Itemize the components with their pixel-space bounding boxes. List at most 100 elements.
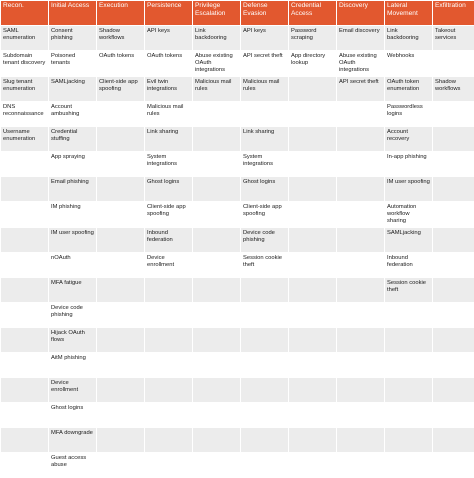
empty-cell <box>97 353 144 377</box>
technique-cell: Device code phishing <box>241 228 288 252</box>
technique-cell: Inbound federation <box>385 253 432 277</box>
empty-cell <box>97 278 144 302</box>
empty-cell <box>193 177 240 201</box>
empty-cell <box>1 403 48 427</box>
empty-cell <box>289 428 336 452</box>
empty-cell <box>145 403 192 427</box>
column-header: Exfiltration <box>433 1 474 25</box>
technique-cell: IM phishing <box>49 202 96 227</box>
empty-cell <box>145 378 192 402</box>
technique-cell: Abuse existing OAuth integrations <box>193 51 240 76</box>
empty-cell <box>97 202 144 227</box>
empty-cell <box>433 353 474 377</box>
empty-cell <box>289 152 336 176</box>
empty-cell <box>241 353 288 377</box>
technique-cell: Evil twin integrations <box>145 77 192 101</box>
empty-cell <box>97 228 144 252</box>
empty-cell <box>241 428 288 452</box>
empty-cell <box>1 428 48 452</box>
technique-cell: Ghost logins <box>49 403 96 427</box>
empty-cell <box>1 228 48 252</box>
technique-cell: Client-side app spoofing <box>241 202 288 227</box>
technique-cell: Username enumeration <box>1 127 48 151</box>
empty-cell <box>337 328 384 352</box>
empty-cell <box>193 378 240 402</box>
technique-cell: Consent phishing <box>49 26 96 50</box>
empty-cell <box>193 228 240 252</box>
empty-cell <box>1 202 48 227</box>
empty-cell <box>97 378 144 402</box>
empty-cell <box>145 353 192 377</box>
empty-cell <box>337 177 384 201</box>
technique-cell: SAML enumeration <box>1 26 48 50</box>
table-row: nOAuth Device enrollment Session cookie th… <box>1 253 474 277</box>
empty-cell <box>337 127 384 151</box>
empty-cell <box>97 453 144 477</box>
table-row: SAML enumeration Consent phishing Shadow w… <box>1 26 474 50</box>
technique-cell: Client-side app spoofing <box>97 77 144 101</box>
technique-cell: Guest access abuse <box>49 453 96 477</box>
empty-cell <box>433 202 474 227</box>
technique-cell: Email phishing <box>49 177 96 201</box>
column-header: Lateral Movement <box>385 1 432 25</box>
empty-cell <box>433 453 474 477</box>
table-row: Slug tenant enumeration SAMLjacking Client… <box>1 77 474 101</box>
empty-cell <box>385 303 432 327</box>
empty-cell <box>241 328 288 352</box>
empty-cell <box>193 453 240 477</box>
empty-cell <box>289 353 336 377</box>
technique-cell: Shadow workflows <box>433 77 474 101</box>
empty-cell <box>433 228 474 252</box>
empty-cell <box>97 127 144 151</box>
empty-cell <box>1 453 48 477</box>
technique-cell: Session cookie theft <box>385 278 432 302</box>
empty-cell <box>1 278 48 302</box>
technique-cell: In-app phishing <box>385 152 432 176</box>
technique-cell: App directory lookup <box>289 51 336 76</box>
empty-cell <box>433 152 474 176</box>
empty-cell <box>289 403 336 427</box>
empty-cell <box>97 328 144 352</box>
empty-cell <box>289 278 336 302</box>
empty-cell <box>241 278 288 302</box>
empty-cell <box>97 152 144 176</box>
empty-cell <box>97 303 144 327</box>
technique-cell: Link backdooring <box>193 26 240 50</box>
technique-cell: Account recovery <box>385 127 432 151</box>
technique-cell: Hijack OAuth flows <box>49 328 96 352</box>
empty-cell <box>97 403 144 427</box>
empty-cell <box>193 278 240 302</box>
header-row: Recon. Initial Access Execution Persistence… <box>1 1 474 25</box>
empty-cell <box>385 403 432 427</box>
empty-cell <box>193 202 240 227</box>
empty-cell <box>145 328 192 352</box>
technique-cell: Malicious mail rules <box>145 102 192 126</box>
empty-cell <box>289 102 336 126</box>
empty-cell <box>337 353 384 377</box>
empty-cell <box>289 453 336 477</box>
empty-cell <box>385 428 432 452</box>
technique-cell: App spraying <box>49 152 96 176</box>
empty-cell <box>433 127 474 151</box>
table-row: Device code phishing <box>1 303 474 327</box>
technique-cell: MFA fatigue <box>49 278 96 302</box>
technique-cell: IM user spoofing <box>49 228 96 252</box>
technique-cell: Malicious mail rules <box>193 77 240 101</box>
technique-cell: System integrations <box>241 152 288 176</box>
empty-cell <box>385 353 432 377</box>
technique-cell: API secret theft <box>241 51 288 76</box>
column-header: Credential Access <box>289 1 336 25</box>
empty-cell <box>241 378 288 402</box>
empty-cell <box>1 177 48 201</box>
empty-cell <box>193 328 240 352</box>
empty-cell <box>337 428 384 452</box>
empty-cell <box>385 453 432 477</box>
column-header: Discovery <box>337 1 384 25</box>
technique-cell: AitM phishing <box>49 353 96 377</box>
empty-cell <box>1 253 48 277</box>
technique-cell: Slug tenant enumeration <box>1 77 48 101</box>
table-row: Subdomain tenant discovery Poisoned tenan… <box>1 51 474 76</box>
technique-cell: Ghost logins <box>241 177 288 201</box>
empty-cell <box>289 127 336 151</box>
empty-cell <box>337 202 384 227</box>
